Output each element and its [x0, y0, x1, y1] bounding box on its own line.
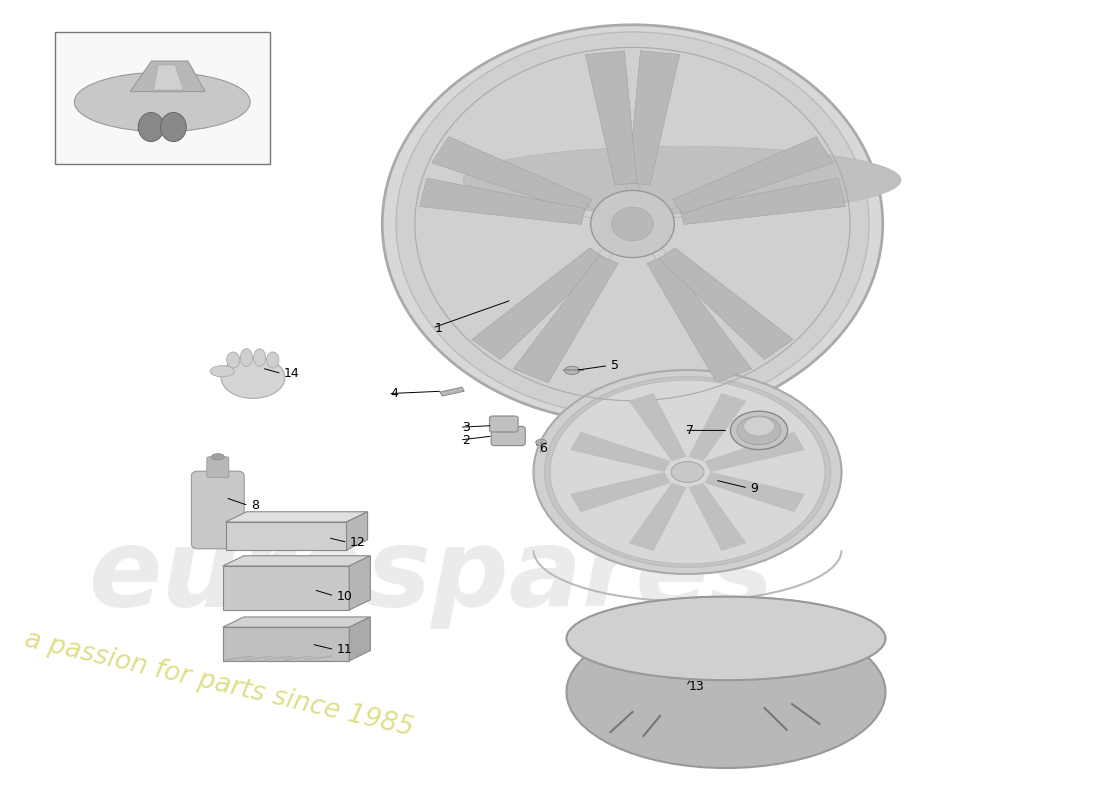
Polygon shape — [689, 394, 746, 461]
FancyBboxPatch shape — [191, 471, 244, 549]
Polygon shape — [222, 566, 350, 610]
FancyBboxPatch shape — [207, 457, 229, 478]
Polygon shape — [514, 255, 618, 382]
Text: 2: 2 — [462, 434, 470, 446]
Polygon shape — [571, 432, 670, 472]
Ellipse shape — [534, 370, 842, 574]
Ellipse shape — [211, 454, 224, 460]
Polygon shape — [705, 472, 804, 512]
Ellipse shape — [240, 349, 253, 366]
Text: 11: 11 — [337, 643, 352, 656]
FancyBboxPatch shape — [490, 416, 518, 432]
Ellipse shape — [383, 25, 882, 423]
Ellipse shape — [566, 616, 886, 768]
Polygon shape — [659, 248, 793, 359]
Ellipse shape — [544, 377, 830, 567]
Polygon shape — [705, 432, 804, 472]
Text: 13: 13 — [689, 680, 704, 693]
Text: 6: 6 — [539, 442, 547, 454]
Polygon shape — [222, 556, 371, 566]
Ellipse shape — [75, 72, 250, 132]
Ellipse shape — [210, 366, 234, 377]
Text: 14: 14 — [284, 367, 299, 380]
Text: 10: 10 — [337, 590, 352, 602]
Polygon shape — [226, 512, 367, 522]
Bar — [55, 32, 270, 164]
Ellipse shape — [550, 380, 825, 564]
Ellipse shape — [221, 357, 285, 398]
Text: 7: 7 — [686, 424, 694, 437]
FancyBboxPatch shape — [491, 426, 526, 446]
Polygon shape — [222, 627, 350, 661]
Polygon shape — [629, 394, 686, 461]
Ellipse shape — [396, 32, 869, 416]
Text: 3: 3 — [462, 421, 470, 434]
Ellipse shape — [744, 417, 774, 436]
Ellipse shape — [737, 416, 781, 445]
Text: a passion for parts since 1985: a passion for parts since 1985 — [22, 626, 416, 742]
Polygon shape — [222, 617, 371, 627]
Text: 5: 5 — [610, 359, 618, 372]
Ellipse shape — [566, 597, 886, 680]
Ellipse shape — [536, 439, 547, 446]
Ellipse shape — [671, 462, 704, 482]
Polygon shape — [673, 137, 833, 214]
Ellipse shape — [612, 207, 653, 241]
Ellipse shape — [161, 113, 186, 142]
Polygon shape — [628, 50, 680, 185]
Polygon shape — [350, 556, 371, 610]
Ellipse shape — [564, 366, 580, 374]
Polygon shape — [585, 50, 637, 185]
Polygon shape — [226, 522, 346, 550]
Ellipse shape — [253, 349, 266, 366]
Text: eurospares: eurospares — [88, 523, 773, 629]
Polygon shape — [680, 178, 846, 225]
Ellipse shape — [463, 146, 901, 214]
Text: 1: 1 — [434, 322, 442, 334]
Polygon shape — [154, 65, 184, 90]
Text: 4: 4 — [390, 387, 398, 400]
Polygon shape — [432, 137, 592, 214]
Polygon shape — [689, 483, 746, 550]
Polygon shape — [130, 61, 206, 91]
Polygon shape — [629, 483, 686, 550]
Ellipse shape — [227, 352, 240, 368]
Polygon shape — [472, 248, 606, 359]
Polygon shape — [647, 255, 751, 382]
Ellipse shape — [266, 352, 279, 368]
Text: 8: 8 — [251, 499, 258, 512]
Ellipse shape — [591, 190, 674, 258]
Polygon shape — [350, 617, 371, 661]
Ellipse shape — [730, 411, 788, 450]
Text: 9: 9 — [750, 482, 758, 494]
Ellipse shape — [139, 113, 164, 142]
Polygon shape — [346, 512, 367, 550]
Polygon shape — [571, 472, 670, 512]
Polygon shape — [440, 387, 464, 396]
Polygon shape — [419, 178, 585, 225]
Text: 12: 12 — [350, 536, 365, 549]
